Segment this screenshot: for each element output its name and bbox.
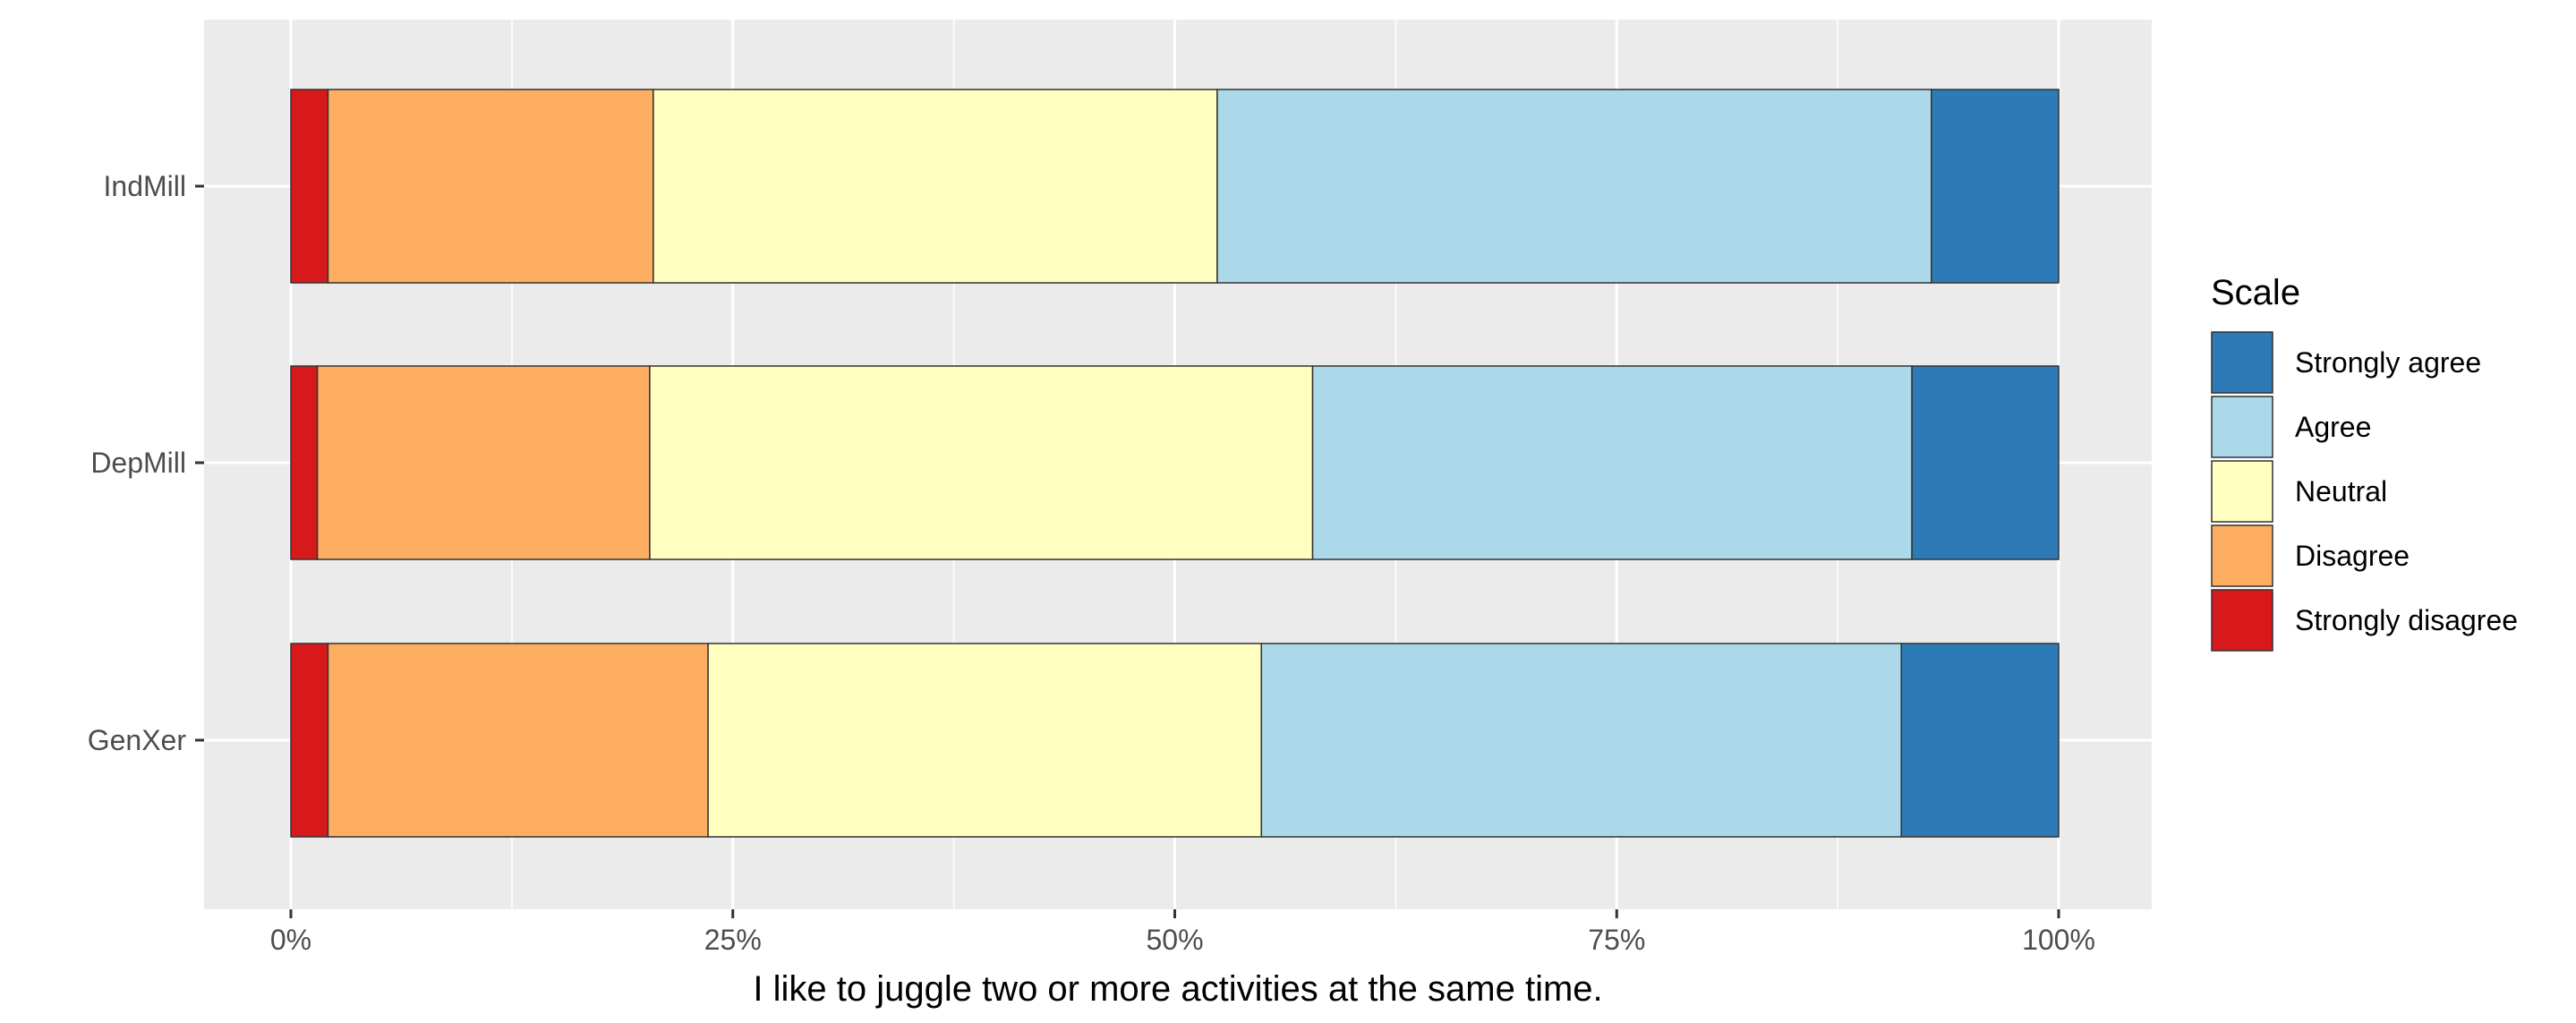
legend-key-swatch (2211, 331, 2273, 394)
y-tick-label: DepMill (90, 447, 186, 479)
legend-title: Scale (2211, 273, 2300, 312)
y-tick-label: GenXer (88, 724, 187, 756)
x-tick-label: 100% (2022, 924, 2095, 956)
bar-genxer-strongly-agree (1900, 643, 2060, 838)
x-tick-label: 0% (270, 924, 311, 956)
bar-depmill-disagree (316, 365, 651, 560)
x-axis: 0% 25% 50% 75% 100% (270, 909, 2095, 956)
legend-item-label: Neutral (2295, 475, 2387, 507)
y-tick-label: IndMill (104, 170, 186, 202)
x-tick-label: 50% (1146, 924, 1203, 956)
legend: Scale Strongly agree Agree Neutral Disagree… (2211, 273, 2518, 652)
bar-indmill-strongly-disagree (290, 89, 329, 284)
bar-indmill-agree (1216, 89, 1932, 284)
bar-depmill-strongly-disagree (290, 365, 319, 560)
bar-indmill-neutral (653, 89, 1218, 284)
bar-depmill-strongly-agree (1911, 365, 2060, 560)
bar-genxer-strongly-disagree (290, 643, 329, 838)
bars (290, 89, 2060, 838)
bar-genxer-disagree (327, 643, 709, 838)
x-tick-label: 25% (704, 924, 762, 956)
bar-genxer-agree (1260, 643, 1902, 838)
legend-key-swatch (2211, 589, 2273, 652)
y-axis: IndMill DepMill GenXer (88, 170, 204, 756)
bar-indmill-strongly-agree (1931, 89, 2060, 284)
bar-depmill-agree (1311, 365, 1913, 560)
legend-item-label: Strongly disagree (2295, 604, 2518, 636)
bar-depmill-neutral (649, 365, 1314, 560)
x-axis-title: I like to juggle two or more activities … (753, 969, 1602, 1009)
legend-item-label: Disagree (2295, 540, 2410, 572)
bar-indmill-disagree (327, 89, 654, 284)
legend-key-swatch (2211, 524, 2273, 587)
legend-item-label: Strongly agree (2295, 346, 2481, 379)
legend-key-swatch (2211, 460, 2273, 523)
legend-item-label: Agree (2295, 411, 2371, 443)
bar-genxer-neutral (707, 643, 1263, 838)
legend-key-swatch (2211, 396, 2273, 458)
x-tick-label: 75% (1588, 924, 1645, 956)
